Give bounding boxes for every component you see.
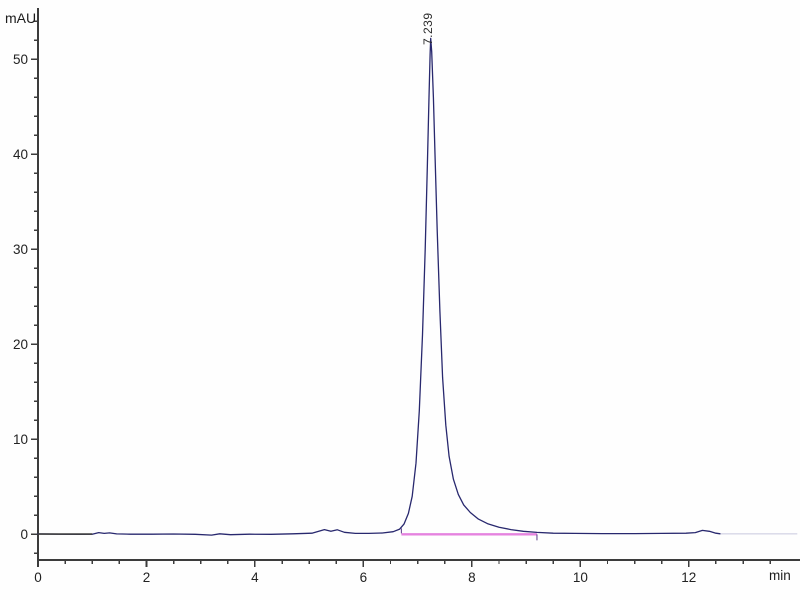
y-tick-label: 50 <box>13 52 28 67</box>
y-tick-label: 20 <box>13 337 28 352</box>
y-tick-label: 40 <box>13 147 28 162</box>
y-tick-label: 10 <box>13 432 28 447</box>
y-tick-label: 30 <box>13 242 28 257</box>
x-tick-label: 12 <box>681 570 696 585</box>
x-tick-label: 2 <box>143 570 151 585</box>
y-axis-unit-label: mAU <box>5 10 37 26</box>
x-tick-label: 6 <box>360 570 368 585</box>
x-tick-label: 10 <box>573 570 588 585</box>
peak-retention-time-label: 7.239 <box>421 12 435 45</box>
y-tick-label: 0 <box>20 527 28 542</box>
x-tick-label: 0 <box>34 570 42 585</box>
x-tick-label: 4 <box>251 570 259 585</box>
x-axis-unit-label: min <box>769 568 791 583</box>
x-tick-label: 8 <box>468 570 476 585</box>
signal-trace <box>37 37 721 536</box>
